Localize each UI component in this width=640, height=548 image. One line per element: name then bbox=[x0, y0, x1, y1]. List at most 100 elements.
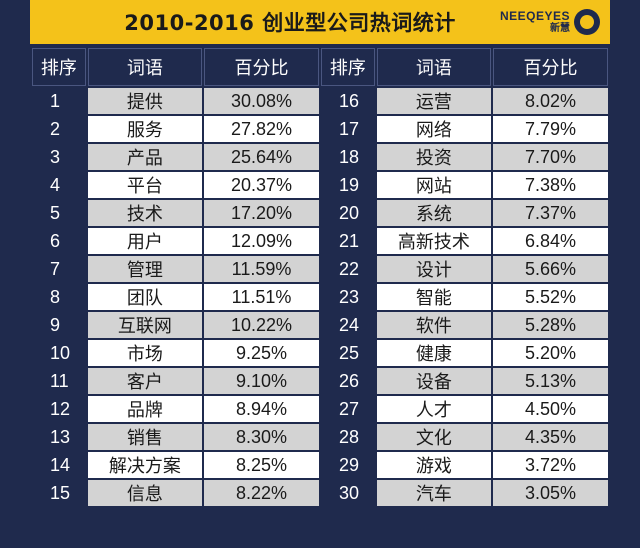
rank-cell: 15 bbox=[32, 480, 86, 506]
rank-cell: 22 bbox=[321, 256, 375, 282]
word-cell: 客户 bbox=[87, 368, 203, 394]
rank-cell: 6 bbox=[32, 228, 86, 254]
word-cell: 健康 bbox=[376, 340, 492, 366]
rank-cell: 1 bbox=[32, 88, 86, 114]
percent-cell: 8.25% bbox=[204, 452, 320, 478]
percent-cell: 7.37% bbox=[493, 200, 608, 226]
header-pct-left: 百分比 bbox=[204, 48, 320, 86]
percent-cell: 25.64% bbox=[204, 144, 320, 170]
word-cell: 汽车 bbox=[376, 480, 492, 506]
rank-cell: 23 bbox=[321, 284, 375, 310]
percent-cell: 5.13% bbox=[493, 368, 608, 394]
word-cell: 技术 bbox=[87, 200, 203, 226]
word-cell: 设备 bbox=[376, 368, 492, 394]
table-row: 13 销售 8.30% 28 文化 4.35% bbox=[32, 424, 608, 450]
header-rank-left: 排序 bbox=[32, 48, 86, 86]
percent-cell: 27.82% bbox=[204, 116, 320, 142]
infographic-frame: 2010-2016 创业型公司热词统计 NEEQEYES 新慧 排序 词语 百分… bbox=[30, 0, 610, 548]
table-row: 14 解决方案 8.25% 29 游戏 3.72% bbox=[32, 452, 608, 478]
table-row: 6 用户 12.09% 21 高新技术 6.84% bbox=[32, 228, 608, 254]
table-row: 11 客户 9.10% 26 设备 5.13% bbox=[32, 368, 608, 394]
header-word-right: 词语 bbox=[376, 48, 492, 86]
word-cell: 品牌 bbox=[87, 396, 203, 422]
table-row: 12 品牌 8.94% 27 人才 4.50% bbox=[32, 396, 608, 422]
table-row: 5 技术 17.20% 20 系统 7.37% bbox=[32, 200, 608, 226]
percent-cell: 11.51% bbox=[204, 284, 320, 310]
word-cell: 平台 bbox=[87, 172, 203, 198]
word-cell: 高新技术 bbox=[376, 228, 492, 254]
table-row: 7 管理 11.59% 22 设计 5.66% bbox=[32, 256, 608, 282]
percent-cell: 12.09% bbox=[204, 228, 320, 254]
word-cell: 市场 bbox=[87, 340, 203, 366]
header-rank-right: 排序 bbox=[321, 48, 375, 86]
page-title: 2010-2016 创业型公司热词统计 bbox=[124, 11, 456, 35]
percent-cell: 5.52% bbox=[493, 284, 608, 310]
rank-cell: 18 bbox=[321, 144, 375, 170]
word-cell: 设计 bbox=[376, 256, 492, 282]
percent-cell: 8.22% bbox=[204, 480, 320, 506]
percent-cell: 11.59% bbox=[204, 256, 320, 282]
table-header-row: 排序 词语 百分比 排序 词语 百分比 bbox=[32, 48, 608, 86]
word-cell: 智能 bbox=[376, 284, 492, 310]
percent-cell: 5.66% bbox=[493, 256, 608, 282]
word-cell: 文化 bbox=[376, 424, 492, 450]
table-row: 15 信息 8.22% 30 汽车 3.05% bbox=[32, 480, 608, 506]
rank-cell: 30 bbox=[321, 480, 375, 506]
brand-text: NEEQEYES 新慧 bbox=[500, 10, 570, 34]
rank-cell: 11 bbox=[32, 368, 86, 394]
table-row: 8 团队 11.51% 23 智能 5.52% bbox=[32, 284, 608, 310]
word-cell: 提供 bbox=[87, 88, 203, 114]
word-cell: 服务 bbox=[87, 116, 203, 142]
word-cell: 人才 bbox=[376, 396, 492, 422]
rank-cell: 7 bbox=[32, 256, 86, 282]
table-row: 1 提供 30.08% 16 运营 8.02% bbox=[32, 88, 608, 114]
percent-cell: 5.28% bbox=[493, 312, 608, 338]
word-cell: 网站 bbox=[376, 172, 492, 198]
rank-cell: 16 bbox=[321, 88, 375, 114]
table-row: 3 产品 25.64% 18 投资 7.70% bbox=[32, 144, 608, 170]
percent-cell: 7.79% bbox=[493, 116, 608, 142]
brand-name-en: NEEQEYES bbox=[499, 9, 570, 23]
word-cell: 互联网 bbox=[87, 312, 203, 338]
rank-cell: 5 bbox=[32, 200, 86, 226]
table-row: 10 市场 9.25% 25 健康 5.20% bbox=[32, 340, 608, 366]
rank-cell: 25 bbox=[321, 340, 375, 366]
percent-cell: 7.38% bbox=[493, 172, 608, 198]
word-cell: 管理 bbox=[87, 256, 203, 282]
percent-cell: 8.30% bbox=[204, 424, 320, 450]
rank-cell: 19 bbox=[321, 172, 375, 198]
rank-cell: 2 bbox=[32, 116, 86, 142]
percent-cell: 3.72% bbox=[493, 452, 608, 478]
brand-logo-icon bbox=[574, 9, 600, 35]
keyword-table: 排序 词语 百分比 排序 词语 百分比 1 提供 30.08% 16 运营 8.02% 2 服… bbox=[30, 46, 610, 508]
table-row: 9 互联网 10.22% 24 软件 5.28% bbox=[32, 312, 608, 338]
rank-cell: 4 bbox=[32, 172, 86, 198]
percent-cell: 20.37% bbox=[204, 172, 320, 198]
rank-cell: 9 bbox=[32, 312, 86, 338]
rank-cell: 10 bbox=[32, 340, 86, 366]
rank-cell: 21 bbox=[321, 228, 375, 254]
percent-cell: 4.50% bbox=[493, 396, 608, 422]
rank-cell: 8 bbox=[32, 284, 86, 310]
percent-cell: 10.22% bbox=[204, 312, 320, 338]
brand-name-cn: 新慧 bbox=[550, 23, 570, 34]
word-cell: 产品 bbox=[87, 144, 203, 170]
rank-cell: 27 bbox=[321, 396, 375, 422]
rank-cell: 29 bbox=[321, 452, 375, 478]
rank-cell: 28 bbox=[321, 424, 375, 450]
rank-cell: 13 bbox=[32, 424, 86, 450]
brand-logo-group: NEEQEYES 新慧 bbox=[500, 6, 600, 38]
percent-cell: 3.05% bbox=[493, 480, 608, 506]
percent-cell: 9.25% bbox=[204, 340, 320, 366]
table-body: 1 提供 30.08% 16 运营 8.02% 2 服务 27.82% 1 7 网络 7.79% 3 产品 2… bbox=[32, 88, 608, 506]
percent-cell: 4.35% bbox=[493, 424, 608, 450]
word-cell: 解决方案 bbox=[87, 452, 203, 478]
percent-cell: 6.84% bbox=[493, 228, 608, 254]
percent-cell: 8.02% bbox=[493, 88, 608, 114]
word-cell: 团队 bbox=[87, 284, 203, 310]
percent-cell: 7.70% bbox=[493, 144, 608, 170]
word-cell: 网络 bbox=[376, 116, 492, 142]
word-cell: 运营 bbox=[376, 88, 492, 114]
rank-cell: 26 bbox=[321, 368, 375, 394]
rank-cell: 12 bbox=[32, 396, 86, 422]
